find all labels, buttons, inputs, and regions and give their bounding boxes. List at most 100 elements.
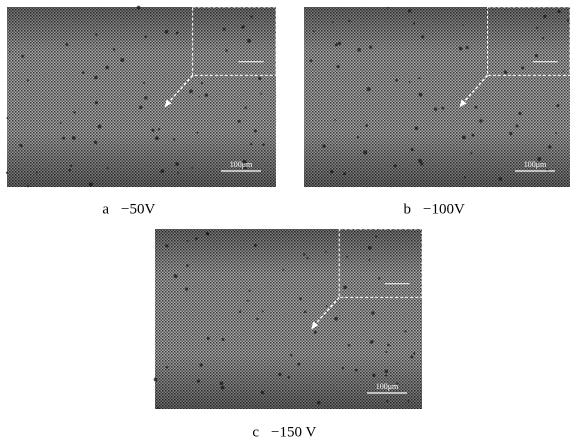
speck: [418, 77, 420, 79]
panel-label: c: [252, 424, 259, 440]
speck: [369, 46, 372, 49]
scale-bar-label: 100μm: [230, 160, 253, 169]
speck: [36, 171, 38, 173]
speck: [21, 55, 24, 58]
speck: [462, 135, 466, 139]
panel-caption: −100V: [423, 201, 465, 217]
speck: [82, 71, 85, 74]
speck: [68, 169, 71, 172]
speck: [262, 143, 265, 146]
speck: [262, 310, 264, 312]
speck: [174, 274, 178, 278]
speck: [335, 43, 338, 46]
speck: [317, 401, 320, 404]
speck: [250, 143, 252, 145]
speck: [107, 167, 109, 169]
speck: [94, 76, 98, 80]
speck: [375, 236, 377, 238]
speck: [154, 378, 158, 382]
speck: [408, 9, 411, 12]
speck: [278, 373, 281, 376]
speck: [254, 129, 257, 132]
speck: [185, 287, 188, 290]
scale-bar-label: 100μm: [376, 382, 399, 391]
speck: [187, 240, 189, 242]
micrograph: 100μm: [304, 6, 570, 187]
speck: [260, 93, 262, 95]
speck: [195, 237, 198, 240]
speck: [332, 21, 334, 23]
speck: [95, 33, 97, 35]
speck: [173, 138, 175, 140]
speck: [459, 47, 463, 51]
speck: [290, 354, 293, 357]
speck: [504, 71, 507, 74]
panel-caption: −150 V: [271, 424, 316, 440]
speck: [144, 96, 147, 99]
speck: [343, 286, 347, 290]
speck: [175, 162, 179, 166]
speck: [386, 351, 388, 353]
speck: [6, 117, 8, 119]
speck: [238, 120, 241, 123]
speck: [518, 112, 521, 115]
panel-label: b: [404, 201, 412, 217]
speck: [420, 162, 423, 165]
speck: [368, 259, 370, 261]
speck: [178, 172, 180, 174]
speck: [160, 169, 164, 173]
speck: [158, 128, 160, 130]
speck: [371, 311, 375, 315]
speck: [464, 176, 466, 178]
speck: [338, 42, 341, 45]
speck: [479, 119, 482, 122]
speck: [197, 132, 199, 134]
scale-bar-label: 100μm: [524, 160, 547, 169]
speck: [166, 366, 168, 368]
speck: [363, 150, 367, 154]
speck: [186, 264, 189, 267]
speck: [557, 104, 560, 107]
speck: [555, 132, 557, 134]
speck: [70, 165, 72, 167]
speck: [198, 96, 200, 98]
speck: [287, 376, 290, 379]
speck: [395, 79, 398, 82]
speck: [303, 253, 305, 255]
speck: [413, 22, 415, 24]
speck: [355, 369, 358, 372]
panel-caption: −50V: [121, 201, 155, 217]
speck: [313, 31, 315, 33]
speck: [250, 16, 252, 18]
speck: [542, 37, 544, 39]
speck: [297, 363, 300, 366]
speck: [120, 58, 124, 62]
speck: [19, 144, 22, 147]
speck: [94, 141, 97, 144]
speck: [357, 136, 359, 138]
speck: [386, 400, 388, 402]
speck: [567, 19, 570, 22]
speck: [143, 82, 145, 84]
speck: [72, 136, 76, 140]
speck: [387, 344, 390, 347]
panel-label: a: [102, 201, 109, 217]
speck: [509, 132, 512, 135]
speck: [348, 344, 351, 347]
speck: [241, 25, 245, 29]
speck: [199, 363, 202, 366]
speck: [516, 125, 519, 128]
speck: [365, 124, 368, 127]
speck: [113, 48, 116, 51]
speck: [368, 246, 372, 250]
speck: [299, 297, 302, 300]
speck: [254, 244, 257, 247]
speck: [189, 89, 193, 93]
speck: [221, 386, 225, 390]
speck: [357, 48, 361, 52]
speck: [89, 182, 93, 186]
speck: [407, 400, 409, 402]
speck: [220, 382, 224, 386]
speck: [499, 177, 502, 180]
speck: [334, 119, 336, 121]
